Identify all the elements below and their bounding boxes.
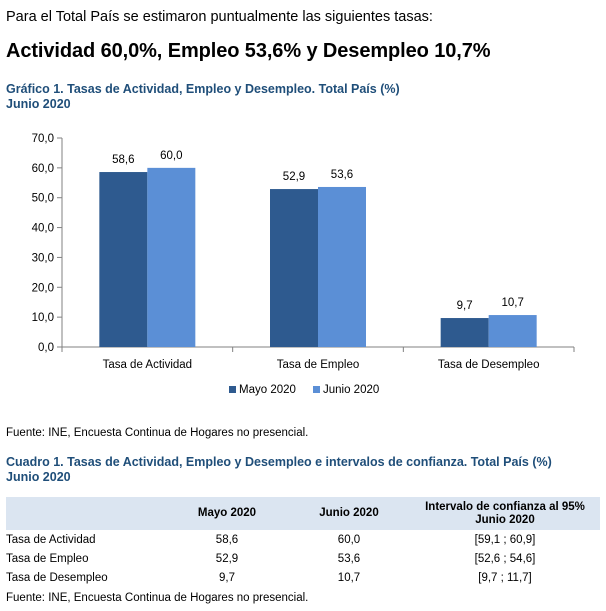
y-tick-label: 60,0 [32,163,54,175]
header-junio: Junio 2020 [288,497,410,530]
row-junio: 60,0 [337,533,361,546]
category-label: Tasa de Actividad [103,359,193,371]
y-tick-label: 70,0 [32,133,54,145]
table-title: Cuadro 1. Tasas de Actividad, Empleo y D… [6,455,552,485]
data-label: 60,0 [160,150,182,162]
category-label: Tasa de Desempleo [438,359,540,371]
row-intervalo: [59,1 ; 60,9] [474,533,536,546]
bar [488,315,537,347]
data-label: 9,7 [457,300,473,312]
headline: Actividad 60,0%, Empleo 53,6% y Desemple… [6,40,491,62]
row-intervalo: [9,7 ; 11,7] [478,571,532,584]
table-row: Tasa de Actividad 58,6 60,0 [59,1 ; 60,9… [6,530,600,549]
rates-table: Mayo 2020 Junio 2020 Intervalo de confia… [6,497,600,587]
header-intervalo: Intervalo de confianza al 95% Junio 2020 [410,497,600,530]
row-label: Tasa de Actividad [6,533,96,546]
table-header-row: Mayo 2020 Junio 2020 Intervalo de confia… [6,497,600,530]
bar [99,172,148,347]
header-intervalo-line1: Intervalo de confianza al 95% [425,500,585,513]
chart-title: Gráfico 1. Tasas de Actividad, Empleo y … [6,82,400,112]
data-label: 52,9 [283,171,305,183]
row-mayo: 9,7 [219,571,235,584]
chart-source: Fuente: INE, Encuesta Continua de Hogare… [6,427,309,439]
legend-swatch [313,386,320,393]
row-junio: 10,7 [337,571,361,584]
header-intervalo-line2: Junio 2020 [475,513,535,526]
y-tick-label: 40,0 [32,223,54,235]
row-junio: 53,6 [337,552,361,565]
table-title-line1: Cuadro 1. Tasas de Actividad, Empleo y D… [6,455,552,469]
data-label: 53,6 [331,169,353,181]
y-tick-label: 50,0 [32,193,54,205]
intro-text: Para el Total País se estimaron puntualm… [6,9,433,25]
bar [440,318,489,347]
legend-label: Junio 2020 [323,384,379,396]
row-mayo: 52,9 [215,552,239,565]
chart-title-line1: Gráfico 1. Tasas de Actividad, Empleo y … [6,82,400,96]
header-empty [6,497,166,530]
row-label: Tasa de Empleo [6,552,89,565]
table-source: Fuente: INE, Encuesta Continua de Hogare… [6,592,309,604]
y-tick-label: 10,0 [32,312,54,324]
bar [318,186,366,347]
bar-chart: 0,0 10,0 20,0 30,0 40,0 50,0 60,0 70,0 58,6 60,0 T… [32,133,575,396]
table-row: Tasa de Empleo 52,9 53,6 [52,6 ; 54,6] [6,549,600,568]
row-mayo: 58,6 [215,533,239,546]
row-label: Tasa de Desempleo [6,571,108,584]
legend-label: Mayo 2020 [239,384,296,396]
y-tick-label: 20,0 [32,282,54,294]
table-row: Tasa de Desempleo 9,7 10,7 [9,7 ; 11,7] [6,568,600,587]
table-title-line2: Junio 2020 [6,470,71,484]
chart-title-line2: Junio 2020 [6,97,71,111]
header-mayo: Mayo 2020 [166,497,288,530]
y-tick-label: 30,0 [32,252,54,264]
legend-swatch [229,386,236,393]
bar [270,189,318,347]
category-label: Tasa de Empleo [277,359,359,371]
bar [147,167,196,347]
y-tick-label: 0,0 [38,342,54,354]
data-label: 10,7 [501,297,523,309]
row-intervalo: [52,6 ; 54,6] [474,552,536,565]
data-label: 58,6 [112,154,134,166]
